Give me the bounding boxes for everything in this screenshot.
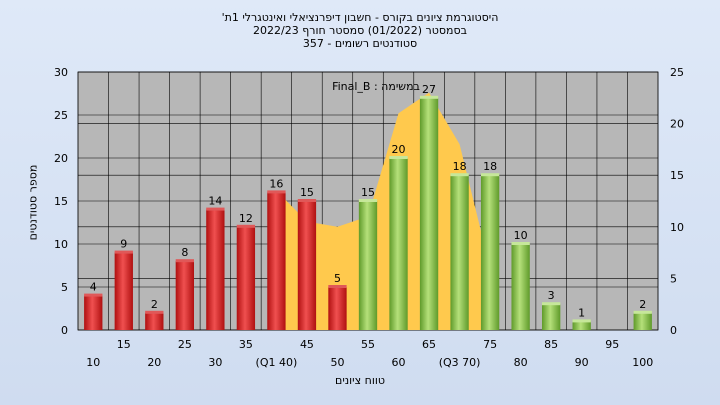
y-tick-right: 25 (670, 66, 684, 79)
value-label: 8 (181, 246, 188, 259)
x-tick: 60 (392, 356, 406, 369)
bar-top-85 (542, 302, 561, 306)
x-tick: 15 (117, 338, 131, 351)
bar-top-90 (572, 319, 591, 323)
bar-50 (328, 287, 347, 330)
x-tick: 20 (147, 356, 161, 369)
bar-90 (572, 321, 591, 330)
x-tick: 30 (208, 356, 222, 369)
bar-top-65 (419, 95, 439, 99)
x-tick: 45 (300, 338, 314, 351)
bar-35 (236, 226, 256, 330)
value-label: 2 (639, 298, 646, 311)
chart-title-line-1: 'היסטוגרמת ציונים בקורס - חשבון דיפרנציא… (221, 11, 499, 24)
bar-25 (175, 261, 194, 330)
bar-top-75 (480, 173, 500, 177)
x-tick: 90 (575, 356, 589, 369)
x-tick: 65 (422, 338, 436, 351)
y-tick-right: 0 (670, 324, 677, 337)
x-axis-label: טווח ציונים (335, 374, 385, 387)
y-tick-right: 5 (670, 272, 677, 285)
y-tick-left: 0 (61, 324, 68, 337)
bar-top-20 (145, 310, 164, 314)
bar-top-100 (633, 310, 652, 314)
bar-top-35 (236, 224, 256, 228)
value-label: 20 (392, 143, 406, 156)
value-label: 5 (334, 272, 341, 285)
value-label: 2 (151, 298, 158, 311)
value-label: 16 (269, 177, 283, 190)
bar-top-55 (358, 199, 378, 202)
y-tick-right: 10 (670, 221, 684, 234)
bar-top-10 (84, 293, 103, 297)
y-tick-left: 10 (54, 238, 68, 251)
y-tick-left: 20 (54, 152, 68, 165)
x-tick: 75 (483, 338, 497, 351)
bar-top-45 (297, 199, 317, 202)
x-tick: 80 (514, 356, 528, 369)
bar-55 (358, 201, 378, 330)
x-tick: 10 (86, 356, 100, 369)
task-annotation: Final_B : במשימה (332, 80, 420, 93)
x-tick: 25 (178, 338, 192, 351)
y-tick-left: 15 (54, 195, 68, 208)
x-tick: (Q3 70) (439, 356, 481, 369)
bar-top-30 (206, 207, 225, 211)
bar-65 (419, 97, 439, 330)
bar-15 (114, 252, 133, 330)
chart-title-line-2: בסמסטר (01/2022) סמסטר חורף 2022/23 (253, 24, 467, 37)
bar-60 (389, 158, 408, 330)
y-tick-left: 5 (61, 281, 68, 294)
bar-85 (542, 304, 561, 330)
value-label: 10 (514, 229, 528, 242)
value-label: 14 (208, 195, 222, 208)
value-label: 15 (300, 186, 314, 199)
value-label: 3 (548, 289, 555, 302)
x-tick: 55 (361, 338, 375, 351)
bar-top-80 (511, 242, 530, 245)
value-label: 18 (453, 160, 467, 173)
y-axis-label: מספר סטודנטים (26, 164, 40, 241)
bar-45 (297, 201, 317, 330)
x-tick: 50 (330, 356, 344, 369)
bar-top-70 (450, 173, 469, 177)
y-tick-left: 30 (54, 66, 68, 79)
bar-75 (480, 175, 500, 330)
value-label: 27 (422, 83, 436, 96)
x-tick: 85 (544, 338, 558, 351)
value-label: 18 (483, 160, 497, 173)
bar-30 (206, 209, 225, 330)
bar-top-60 (389, 156, 408, 159)
x-tick: 95 (605, 338, 619, 351)
value-label: 9 (120, 238, 127, 251)
bar-top-15 (114, 250, 133, 254)
bar-top-40 (267, 190, 286, 194)
bar-20 (145, 312, 164, 330)
chart-title-line-3: סטודנטים רשומים - 357 (302, 37, 418, 50)
value-label: 1 (578, 306, 585, 319)
bar-100 (633, 312, 652, 330)
bar-10 (84, 295, 103, 330)
bar-80 (511, 244, 530, 330)
y-tick-left: 25 (54, 109, 68, 122)
value-label: 4 (90, 281, 97, 294)
bar-40 (267, 192, 286, 330)
bar-top-50 (328, 285, 347, 288)
x-tick: 100 (632, 356, 653, 369)
bar-70 (450, 175, 469, 330)
x-tick: 35 (239, 338, 253, 351)
y-tick-right: 15 (670, 169, 684, 182)
x-tick: (Q1 40) (256, 356, 298, 369)
value-label: 12 (239, 212, 253, 225)
y-tick-right: 20 (670, 118, 684, 131)
value-label: 15 (361, 186, 375, 199)
bar-top-25 (175, 259, 194, 263)
